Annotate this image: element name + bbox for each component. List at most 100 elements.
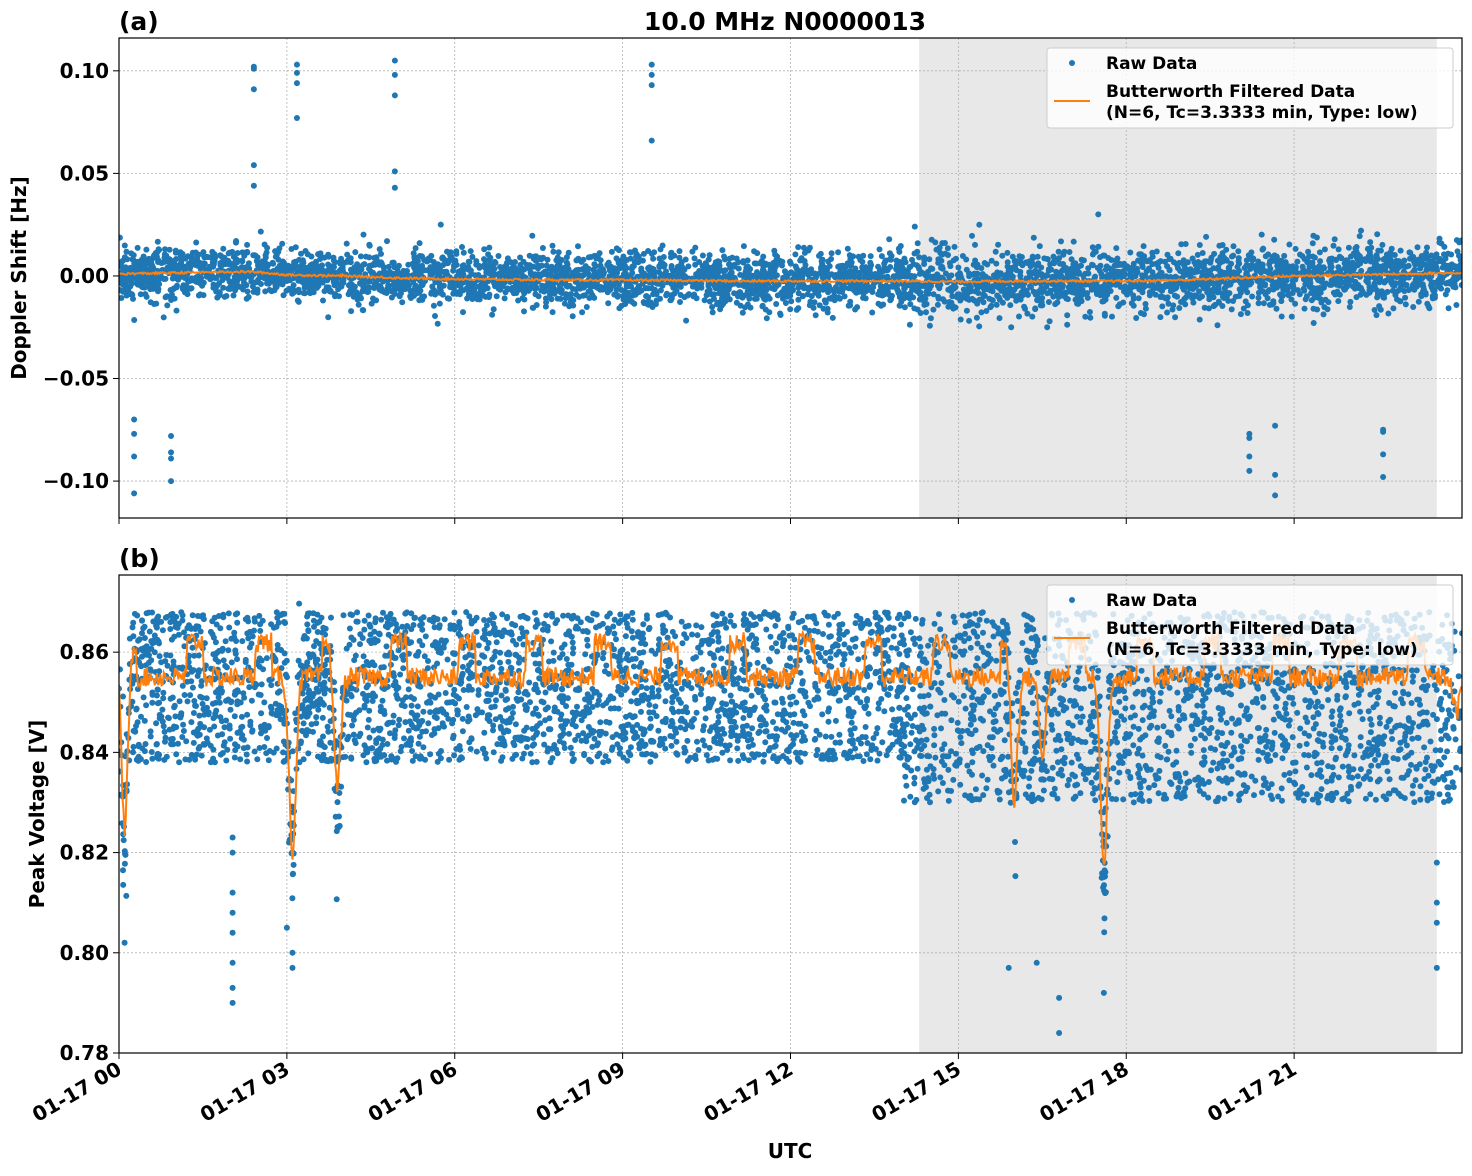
raw-point (182, 275, 188, 281)
raw-point (583, 263, 589, 269)
raw-point (1434, 266, 1440, 272)
raw-point (836, 273, 842, 279)
raw-point (700, 253, 706, 259)
raw-point (348, 267, 354, 273)
raw-point (1164, 310, 1170, 316)
raw-point (1229, 254, 1235, 260)
raw-point (521, 308, 527, 314)
panel-a-ylabel: Doppler Shift [Hz] (7, 176, 31, 380)
raw-point (993, 261, 999, 267)
raw-point (993, 249, 999, 255)
raw-point (487, 267, 493, 273)
raw-point (548, 296, 554, 302)
x-tick-label: 01-17 12 (699, 1057, 797, 1127)
raw-point (1105, 287, 1111, 293)
raw-point (400, 269, 406, 275)
raw-point (649, 285, 655, 291)
raw-point (1136, 251, 1142, 257)
raw-point (1079, 257, 1085, 263)
raw-point (1274, 306, 1280, 312)
raw-point (327, 266, 333, 272)
raw-point (475, 272, 481, 278)
raw-point (270, 261, 276, 267)
raw-point (814, 747, 820, 753)
raw-point (1131, 261, 1137, 267)
raw-point (405, 262, 411, 268)
raw-point (740, 258, 746, 264)
x-axis-label: UTC (768, 1139, 813, 1163)
raw-point (204, 254, 210, 260)
raw-point (712, 269, 718, 275)
raw-point (662, 262, 668, 268)
raw-point (541, 271, 547, 277)
raw-point (134, 280, 140, 286)
raw-point (945, 252, 951, 258)
raw-point (346, 257, 352, 263)
raw-point (679, 619, 685, 625)
raw-point (1424, 245, 1430, 251)
raw-point (301, 290, 307, 296)
raw-point (1294, 259, 1300, 265)
raw-point (540, 245, 546, 251)
raw-point (1375, 248, 1381, 254)
raw-point (426, 255, 432, 261)
raw-point (609, 249, 615, 255)
raw-point (865, 267, 871, 273)
raw-point (869, 310, 875, 316)
raw-point (322, 288, 328, 294)
raw-point (1095, 668, 1101, 674)
raw-point (942, 240, 948, 246)
raw-point (1369, 267, 1375, 273)
raw-point (679, 264, 685, 270)
raw-point (1029, 314, 1035, 320)
raw-point (797, 274, 803, 280)
raw-point (1047, 318, 1053, 324)
raw-point (172, 296, 178, 302)
raw-point (762, 291, 768, 297)
raw-point (1415, 244, 1421, 250)
raw-point (1397, 264, 1403, 270)
raw-point (605, 300, 611, 306)
raw-point (983, 308, 989, 314)
raw-point (570, 286, 576, 292)
raw-point (664, 291, 670, 297)
raw-point (813, 312, 819, 318)
raw-point (418, 271, 424, 277)
raw-point (527, 253, 533, 259)
raw-point (754, 250, 760, 256)
raw-point (817, 302, 823, 308)
raw-point (644, 293, 650, 299)
raw-point (417, 240, 423, 246)
raw-point (1248, 249, 1254, 255)
raw-point (575, 243, 581, 249)
raw-point (1051, 258, 1057, 264)
raw-point (1272, 280, 1278, 286)
raw-point (527, 286, 533, 292)
raw-point (258, 274, 264, 280)
raw-point (1233, 294, 1239, 300)
raw-point (1337, 292, 1343, 298)
raw-point (585, 643, 591, 649)
raw-point (710, 309, 716, 315)
raw-point (521, 297, 527, 303)
raw-point (466, 259, 472, 265)
raw-point (660, 283, 666, 289)
raw-point (614, 267, 620, 273)
x-tick-label: 01-17 18 (1035, 1057, 1133, 1127)
raw-point (793, 263, 799, 269)
raw-point (344, 241, 350, 247)
raw-point (275, 266, 281, 272)
raw-point (235, 250, 241, 256)
raw-point (573, 292, 579, 298)
raw-point (1027, 272, 1033, 278)
raw-point (1349, 268, 1355, 274)
raw-point (1282, 264, 1288, 270)
raw-point (781, 286, 787, 292)
raw-point (837, 296, 843, 302)
raw-point (180, 284, 186, 290)
raw-point (927, 323, 933, 329)
raw-point (554, 288, 560, 294)
raw-point (225, 258, 231, 264)
raw-point (1249, 294, 1255, 300)
